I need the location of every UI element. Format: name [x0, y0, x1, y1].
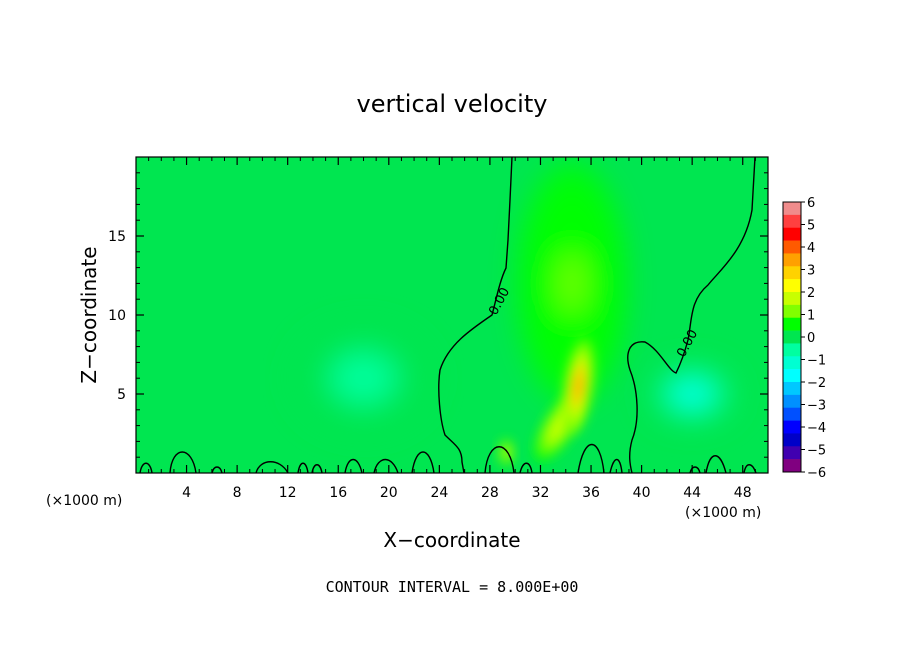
colorbar-swatch	[783, 433, 801, 447]
field-updraft-column	[517, 163, 628, 404]
surface-contours	[139, 443, 757, 473]
field-downdraft-left	[293, 323, 434, 434]
x-tick-label: 32	[532, 485, 550, 501]
colorbar-label: −3	[807, 399, 826, 414]
zero-contour-right	[627, 157, 756, 473]
colorbar-swatch	[783, 317, 801, 331]
colorbar-label: 1	[807, 309, 815, 324]
colorbar-swatch	[783, 407, 801, 421]
colorbar-label: 6	[807, 196, 815, 211]
field-updraft-secondary	[499, 438, 514, 467]
x-tick-label: 44	[683, 485, 701, 501]
field-band	[574, 374, 583, 398]
colorbar-swatch	[783, 240, 801, 254]
x-axis-ticks: 4 8 12 16 20 24 28 32 36 40 44 48	[148, 157, 756, 501]
colorbar-label: 2	[807, 286, 815, 301]
x-tick-label: 40	[633, 485, 651, 501]
colorbar-swatch	[783, 227, 801, 241]
field-band	[552, 416, 566, 435]
field-band	[680, 386, 704, 402]
x-tick-label: 16	[329, 485, 347, 501]
x-axis-label: X−coordinate	[383, 528, 520, 552]
y-tick-label: 15	[108, 229, 126, 245]
zero-contours	[139, 157, 757, 473]
colorbar-label: −6	[807, 466, 826, 481]
x-unit-right: (×1000 m)	[685, 505, 761, 521]
colorbar-label: 5	[807, 219, 815, 234]
colorbar-swatch	[783, 446, 801, 460]
x-tick-label: 48	[734, 485, 752, 501]
colorbar-label: 0	[807, 331, 815, 346]
colorbar-swatch	[783, 279, 801, 293]
colorbar-swatch	[783, 394, 801, 409]
x-tick-label: 4	[182, 485, 191, 501]
x-tick-label: 24	[430, 485, 448, 501]
colorbar-swatch	[783, 459, 801, 473]
colorbar-swatch	[783, 369, 801, 383]
colorbar-label: 3	[807, 264, 815, 279]
plot-background	[136, 157, 768, 473]
colorbar-swatch	[783, 214, 801, 229]
colorbar: 6 5 4 3 2 1 0 −1 −2 −3 −4 −5 −6	[782, 196, 826, 481]
x-unit-left: (×1000 m)	[46, 493, 122, 509]
contour-interval-note: CONTOUR INTERVAL = 8.000E+00	[326, 578, 579, 596]
x-tick-label: 28	[481, 485, 499, 501]
zero-contour-left	[438, 157, 513, 473]
colorbar-swatch	[783, 304, 801, 319]
velocity-field	[293, 163, 738, 467]
y-tick-label: 10	[108, 308, 126, 324]
colorbar-label: −2	[807, 376, 826, 391]
x-tick-label: 8	[233, 485, 242, 501]
field-band	[346, 364, 382, 392]
colorbar-label: −5	[807, 444, 826, 459]
y-tick-label: 5	[117, 387, 126, 403]
field-downdraft-right	[647, 362, 738, 426]
colorbar-swatch	[783, 253, 801, 267]
x-tick-label: 36	[582, 485, 600, 501]
field-updraft-core	[563, 338, 594, 434]
chart-title: vertical velocity	[357, 90, 548, 118]
colorbar-swatch	[783, 292, 801, 306]
field-band	[558, 253, 586, 314]
colorbar-swatch	[783, 356, 801, 370]
colorbar-swatch	[783, 382, 801, 396]
colorbar-label: −4	[807, 421, 826, 436]
colorbar-swatch	[783, 420, 801, 434]
y-axis-label: Z−coordinate	[77, 246, 101, 383]
colorbar-swatch	[783, 330, 801, 344]
colorbar-label: 4	[807, 241, 815, 256]
plot-area: 0.00 0.00	[135, 156, 769, 474]
colorbar-swatch	[783, 343, 801, 357]
colorbar-swatch	[783, 202, 801, 216]
y-axis-ticks: 5 10 15	[108, 172, 768, 458]
x-tick-label: 12	[279, 485, 297, 501]
x-tick-label: 20	[380, 485, 398, 501]
colorbar-swatch	[783, 266, 801, 280]
colorbar-label: −1	[807, 354, 826, 369]
